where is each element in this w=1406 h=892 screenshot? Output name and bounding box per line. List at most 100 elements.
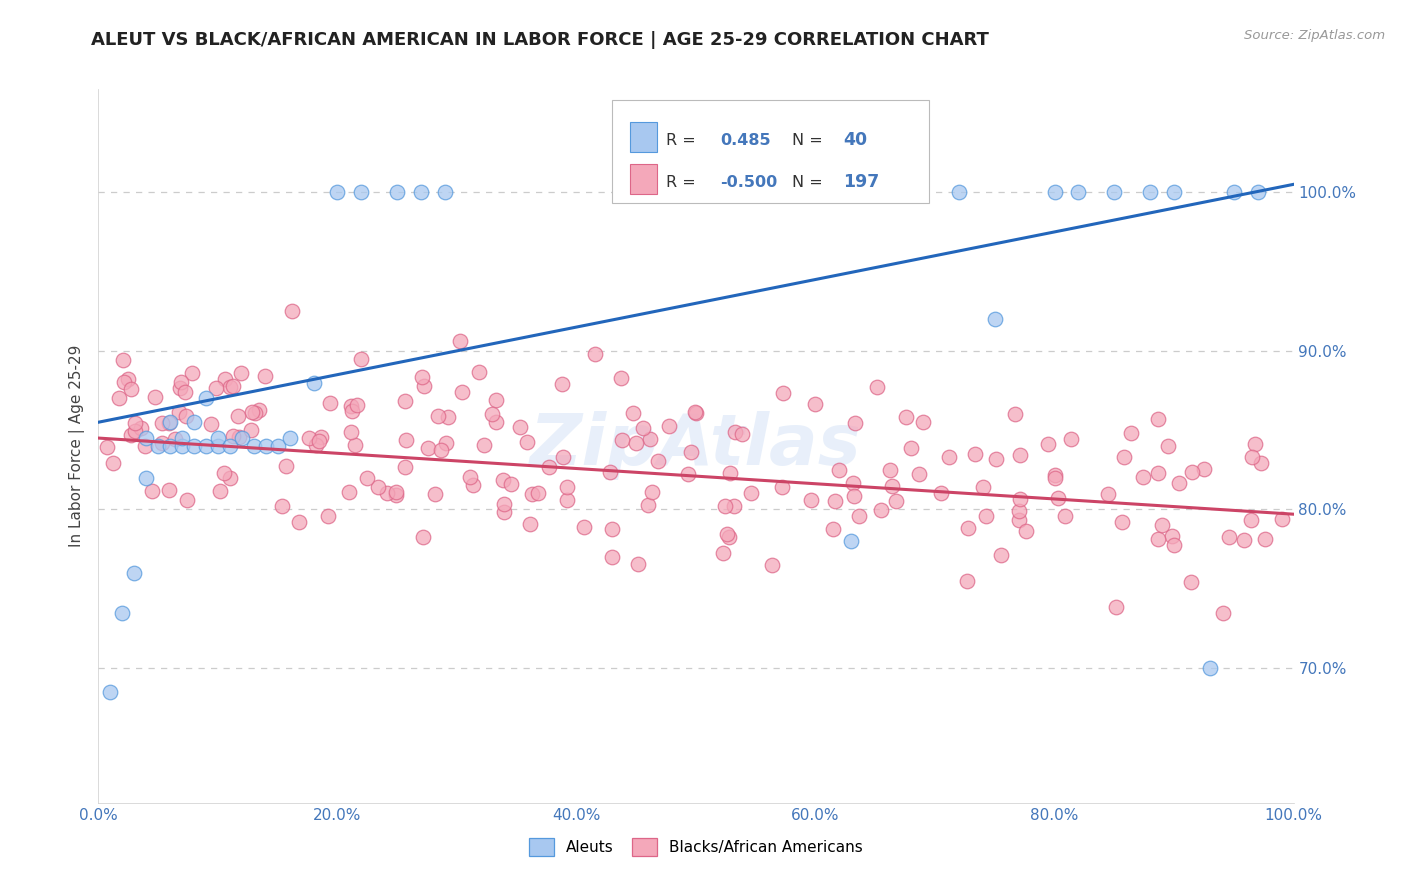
Point bbox=[1161, 529, 1184, 543]
Point bbox=[602, 522, 624, 536]
Point bbox=[148, 439, 170, 453]
Point bbox=[240, 405, 263, 419]
Point bbox=[1152, 518, 1174, 533]
Point bbox=[1139, 186, 1161, 200]
Point bbox=[195, 392, 218, 406]
Point bbox=[621, 406, 644, 420]
Point bbox=[501, 477, 523, 491]
Point bbox=[247, 402, 270, 417]
Point bbox=[101, 456, 124, 470]
Point bbox=[434, 435, 457, 450]
Point bbox=[1004, 408, 1026, 422]
Point bbox=[229, 366, 252, 380]
Point bbox=[305, 438, 328, 452]
Point bbox=[824, 493, 846, 508]
Point bbox=[1233, 533, 1256, 547]
Point bbox=[221, 429, 243, 443]
Point bbox=[176, 409, 198, 424]
Point bbox=[572, 520, 595, 534]
Point bbox=[228, 430, 250, 444]
Point bbox=[98, 685, 122, 699]
Point bbox=[1163, 186, 1185, 200]
Point bbox=[761, 558, 783, 572]
Point bbox=[308, 434, 330, 449]
Point bbox=[129, 421, 152, 435]
Point bbox=[219, 380, 242, 394]
Point bbox=[658, 419, 681, 434]
Point bbox=[681, 445, 703, 459]
Text: 0.485: 0.485 bbox=[720, 133, 770, 147]
Point bbox=[281, 304, 304, 318]
Point bbox=[169, 405, 191, 419]
Point bbox=[1111, 515, 1133, 529]
Point bbox=[157, 483, 180, 497]
Text: Source: ZipAtlas.com: Source: ZipAtlas.com bbox=[1244, 29, 1385, 42]
Text: R =: R = bbox=[666, 133, 702, 147]
Point bbox=[172, 439, 194, 453]
Point bbox=[1180, 574, 1202, 589]
Point bbox=[984, 312, 1007, 326]
Point bbox=[551, 450, 574, 464]
Point bbox=[385, 485, 408, 500]
Point bbox=[1043, 471, 1066, 485]
Point bbox=[844, 416, 866, 430]
Point bbox=[870, 503, 893, 517]
Point bbox=[638, 432, 661, 446]
Point bbox=[772, 385, 794, 400]
Point bbox=[599, 465, 621, 479]
Point bbox=[278, 431, 301, 445]
Point bbox=[1132, 470, 1154, 484]
Point bbox=[134, 439, 156, 453]
Point bbox=[253, 368, 276, 383]
Point bbox=[411, 370, 433, 384]
Point bbox=[319, 396, 342, 410]
Point bbox=[395, 433, 418, 447]
Point bbox=[207, 431, 229, 445]
Point bbox=[436, 410, 458, 425]
Point bbox=[150, 435, 173, 450]
Point bbox=[1241, 450, 1264, 464]
Point bbox=[243, 439, 266, 453]
Point bbox=[1218, 530, 1240, 544]
Point bbox=[865, 186, 887, 200]
Point bbox=[1247, 186, 1270, 200]
Point bbox=[1010, 492, 1032, 507]
Point bbox=[1119, 426, 1142, 441]
Point bbox=[1250, 456, 1272, 470]
Point bbox=[1047, 491, 1070, 505]
Point bbox=[346, 398, 368, 412]
Point bbox=[740, 486, 762, 500]
Point bbox=[195, 439, 218, 453]
Point bbox=[288, 515, 311, 529]
Point bbox=[163, 432, 186, 446]
Point bbox=[143, 390, 166, 404]
Point bbox=[647, 453, 669, 467]
Point bbox=[844, 489, 866, 503]
Point bbox=[678, 467, 700, 481]
Point bbox=[200, 417, 222, 432]
Point bbox=[986, 452, 1008, 467]
Point bbox=[929, 486, 952, 500]
Point bbox=[412, 530, 434, 544]
Point bbox=[152, 417, 174, 431]
Point bbox=[343, 437, 366, 451]
Point bbox=[183, 415, 205, 429]
Point bbox=[214, 371, 236, 385]
Point bbox=[169, 381, 191, 395]
Point bbox=[297, 432, 319, 446]
Point bbox=[724, 425, 747, 439]
Point bbox=[254, 439, 277, 453]
Point bbox=[1223, 186, 1246, 200]
Point bbox=[1104, 186, 1126, 200]
Point bbox=[555, 479, 578, 493]
FancyBboxPatch shape bbox=[613, 100, 929, 203]
Point bbox=[842, 476, 865, 491]
Point bbox=[494, 505, 516, 519]
Point bbox=[183, 439, 205, 453]
Point bbox=[610, 371, 633, 385]
Point bbox=[316, 509, 339, 524]
Point bbox=[600, 550, 623, 565]
Point bbox=[485, 392, 508, 407]
Point bbox=[207, 439, 229, 453]
Point bbox=[1008, 503, 1031, 517]
